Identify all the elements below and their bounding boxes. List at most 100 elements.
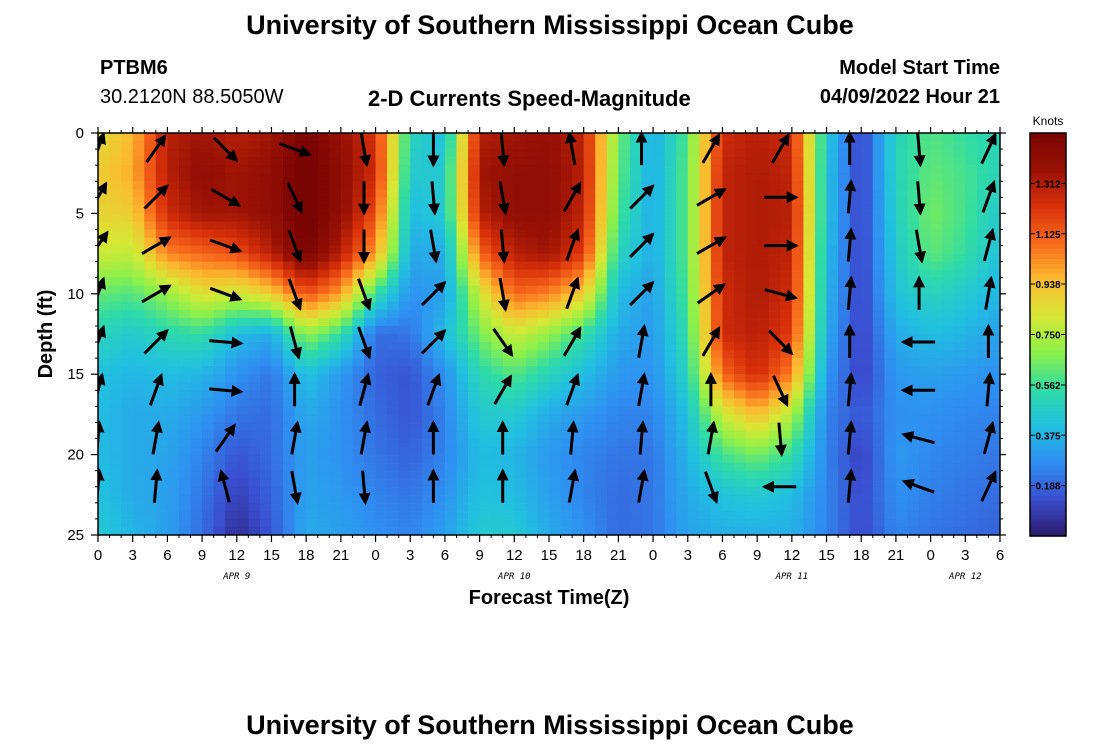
heatmap-cell — [653, 494, 666, 504]
heatmap-cell — [109, 342, 122, 351]
heatmap-cell — [421, 502, 434, 512]
heatmap-cell — [352, 334, 365, 343]
heatmap-cell — [653, 317, 666, 327]
heatmap-cell — [572, 446, 585, 456]
heatmap-cell — [514, 486, 527, 496]
heatmap-cell — [641, 213, 654, 223]
heatmap-cell — [352, 494, 365, 504]
heatmap-cell — [375, 309, 388, 319]
heatmap-cell — [907, 422, 920, 432]
heatmap-cell — [884, 173, 897, 182]
heatmap-cell — [988, 301, 1000, 311]
heatmap-cell — [919, 229, 932, 239]
heatmap-cell — [618, 165, 631, 174]
heatmap-cell — [826, 454, 839, 464]
heatmap-cell — [710, 261, 724, 271]
heatmap-cell — [167, 414, 180, 424]
heatmap-cell — [722, 398, 735, 407]
heatmap-cell — [549, 438, 562, 448]
heatmap-cell — [155, 213, 168, 223]
heatmap-cell — [121, 213, 134, 223]
heatmap-cell — [167, 269, 180, 279]
heatmap-cell — [722, 189, 735, 198]
heatmap-cell — [444, 430, 458, 440]
heatmap-cell — [629, 205, 643, 214]
heatmap-cell — [387, 237, 400, 247]
heatmap-cell — [676, 446, 689, 456]
heatmap-cell — [549, 293, 562, 303]
heatmap-cell — [583, 406, 596, 415]
heatmap-cell — [410, 237, 423, 247]
heatmap-cell — [398, 502, 411, 512]
heatmap-cell — [294, 157, 307, 166]
heatmap-cell — [653, 334, 666, 343]
heatmap-cell — [606, 470, 619, 480]
heatmap-cell — [942, 141, 955, 150]
heatmap-cell — [976, 269, 990, 279]
heatmap-cell — [560, 518, 573, 528]
heatmap-cell — [178, 181, 192, 190]
heatmap-cell — [872, 486, 885, 496]
heatmap-cell — [988, 285, 1000, 295]
heatmap-cell — [676, 301, 689, 311]
heatmap-cell — [757, 446, 770, 456]
heatmap-cell — [178, 277, 192, 287]
heatmap-cell — [109, 502, 122, 512]
heatmap-cell — [190, 350, 203, 359]
heatmap-cell — [271, 325, 284, 335]
heatmap-cell — [398, 462, 411, 472]
heatmap-cell — [468, 414, 481, 424]
heatmap-cell — [98, 149, 111, 158]
heatmap-cell — [953, 358, 966, 367]
heatmap-cell — [248, 237, 261, 247]
heatmap-cell — [618, 334, 631, 343]
heatmap-cell — [294, 398, 307, 407]
heatmap-cell — [699, 189, 712, 198]
heatmap-cell — [722, 149, 735, 158]
heatmap-cell — [953, 245, 966, 255]
heatmap-cell — [618, 454, 631, 464]
heatmap-cell — [919, 309, 932, 319]
heatmap-cell — [803, 205, 816, 214]
heatmap-cell — [676, 494, 689, 504]
heatmap-cell — [213, 358, 226, 367]
heatmap-cell — [178, 502, 192, 512]
heatmap-cell — [583, 205, 596, 214]
heatmap-cell — [976, 526, 990, 535]
heatmap-cell — [155, 277, 168, 287]
heatmap-cell — [514, 133, 527, 142]
heatmap-cell — [271, 454, 284, 464]
heatmap-cell — [248, 149, 261, 158]
heatmap-cell — [225, 309, 238, 319]
heatmap-cell — [98, 141, 111, 150]
heatmap-cell — [907, 342, 920, 351]
heatmap-cell — [433, 181, 446, 190]
heatmap-cell — [444, 141, 458, 150]
heatmap-cell — [329, 309, 342, 319]
heatmap-cell — [190, 285, 203, 295]
heatmap-cell — [444, 334, 458, 343]
colorbar-segment — [1030, 455, 1066, 462]
heatmap-cell — [225, 237, 238, 247]
heatmap-cell — [433, 261, 446, 271]
heatmap-cell — [757, 205, 770, 214]
heatmap-cell — [676, 366, 689, 375]
heatmap-cell — [109, 133, 122, 142]
heatmap-cell — [745, 325, 758, 335]
heatmap-cell — [514, 438, 527, 448]
heatmap-cell — [549, 478, 562, 488]
heatmap-cell — [456, 366, 469, 375]
heatmap-cell — [167, 221, 180, 231]
heatmap-cell — [895, 157, 909, 166]
heatmap-cell — [491, 293, 504, 303]
heatmap-cell — [872, 213, 885, 223]
heatmap-cell — [664, 285, 677, 295]
x-tick-label: 9 — [198, 547, 206, 564]
heatmap-cell — [98, 358, 111, 367]
current-arrow — [493, 374, 512, 405]
heatmap-cell — [826, 438, 839, 448]
heatmap-cell — [606, 325, 619, 335]
heatmap-cell — [757, 269, 770, 279]
heatmap-cell — [132, 358, 145, 367]
heatmap-cell — [687, 245, 700, 255]
